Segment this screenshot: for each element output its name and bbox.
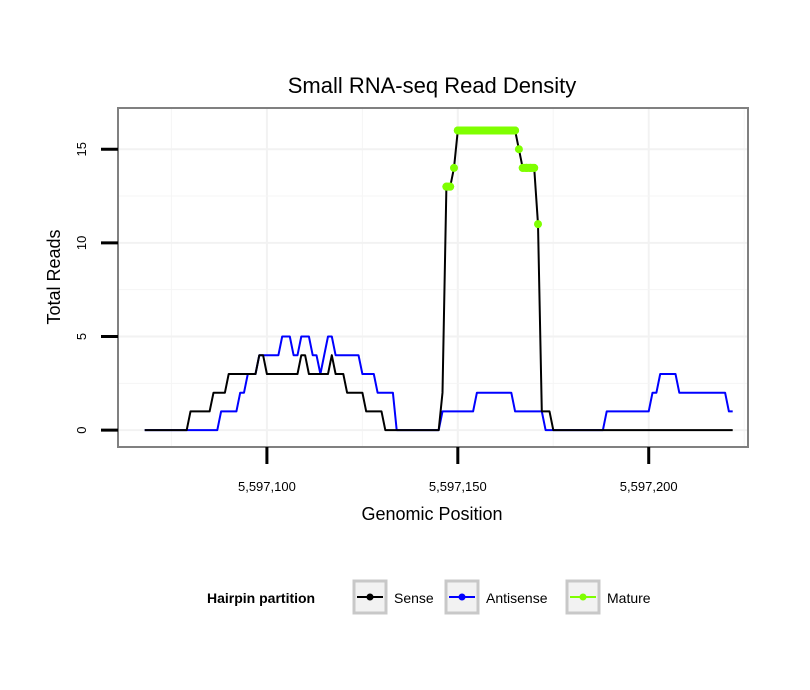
x-axis: 5,597,100 5,597,150 5,597,200 [238, 447, 678, 494]
sense-line [144, 129, 733, 432]
grid-lines [118, 108, 748, 447]
mature-point [514, 145, 523, 154]
x-tick-label: 5,597,200 [620, 479, 678, 494]
x-tick-label: 5,597,100 [238, 479, 296, 494]
legend: Hairpin partition Sense Antisense Mature [207, 579, 651, 615]
y-tick-label: 10 [74, 236, 89, 250]
legend-label-mature: Mature [607, 590, 651, 606]
mature-point [450, 163, 458, 172]
legend-key-point [366, 593, 374, 601]
x-tick-label: 5,597,150 [429, 479, 487, 494]
y-tick-label: 5 [74, 333, 89, 340]
y-tick-label: 0 [74, 427, 89, 434]
chart-title: Small RNA-seq Read Density [288, 73, 577, 98]
y-axis: 0 5 10 15 [74, 142, 118, 434]
legend-label-antisense: Antisense [486, 590, 548, 606]
legend-entry-mature: Mature [565, 579, 651, 615]
legend-entry-antisense: Antisense [444, 579, 548, 615]
series-sense [144, 129, 733, 432]
legend-entry-sense: Sense [352, 579, 434, 615]
legend-key-point [458, 593, 466, 601]
plot-panel-border [117, 107, 749, 448]
y-tick-label: 15 [74, 142, 89, 156]
x-axis-title: Genomic Position [361, 504, 502, 524]
legend-title: Hairpin partition [207, 590, 315, 606]
series-layer [144, 126, 733, 432]
legend-key-point [579, 593, 587, 601]
legend-label-sense: Sense [394, 590, 434, 606]
y-axis-title: Total Reads [44, 229, 64, 324]
mature-point [534, 220, 542, 229]
series-mature [442, 126, 542, 229]
